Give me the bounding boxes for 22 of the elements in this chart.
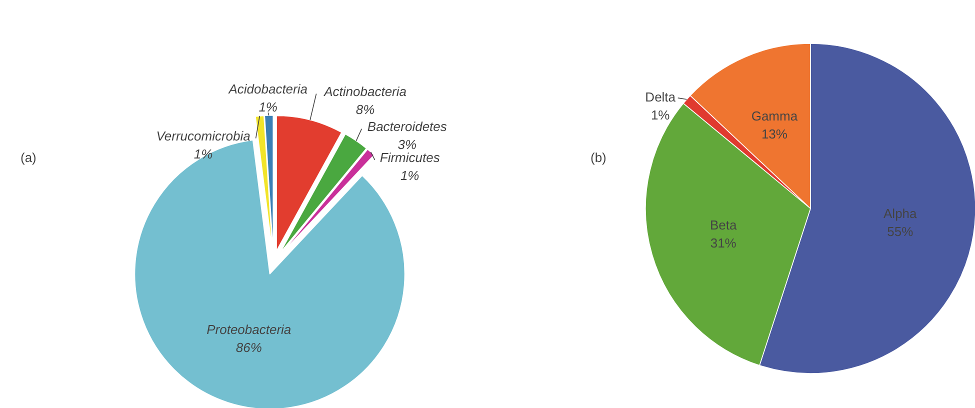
slice-label: Verrucomicrobia — [156, 128, 250, 144]
slice-label: Alpha — [884, 206, 918, 222]
slice-label: Bacteroidetes — [367, 119, 448, 134]
data-label: 13% — [761, 126, 788, 142]
slice-label: Beta — [710, 217, 738, 232]
data-label: 8% — [356, 102, 375, 117]
data-label: 86% — [236, 340, 262, 355]
data-label: 55% — [887, 224, 914, 240]
data-label: 31% — [710, 235, 737, 250]
slice-label: Proteobacteria — [206, 322, 292, 337]
slice-label: Firmicutes — [380, 150, 440, 166]
slice-label: Delta — [645, 90, 676, 105]
slice-label: Actinobacteria — [323, 84, 406, 99]
data-label: 1% — [194, 146, 213, 162]
data-label: 3% — [398, 137, 417, 152]
slice-label: Gamma — [751, 108, 798, 124]
data-label: 1% — [400, 168, 420, 184]
data-label: 1% — [650, 108, 670, 123]
text: (b) — [590, 150, 606, 165]
data-label: 1% — [258, 99, 278, 114]
text: (a) — [20, 150, 36, 165]
slice-label: Acidobacteria — [228, 81, 308, 96]
